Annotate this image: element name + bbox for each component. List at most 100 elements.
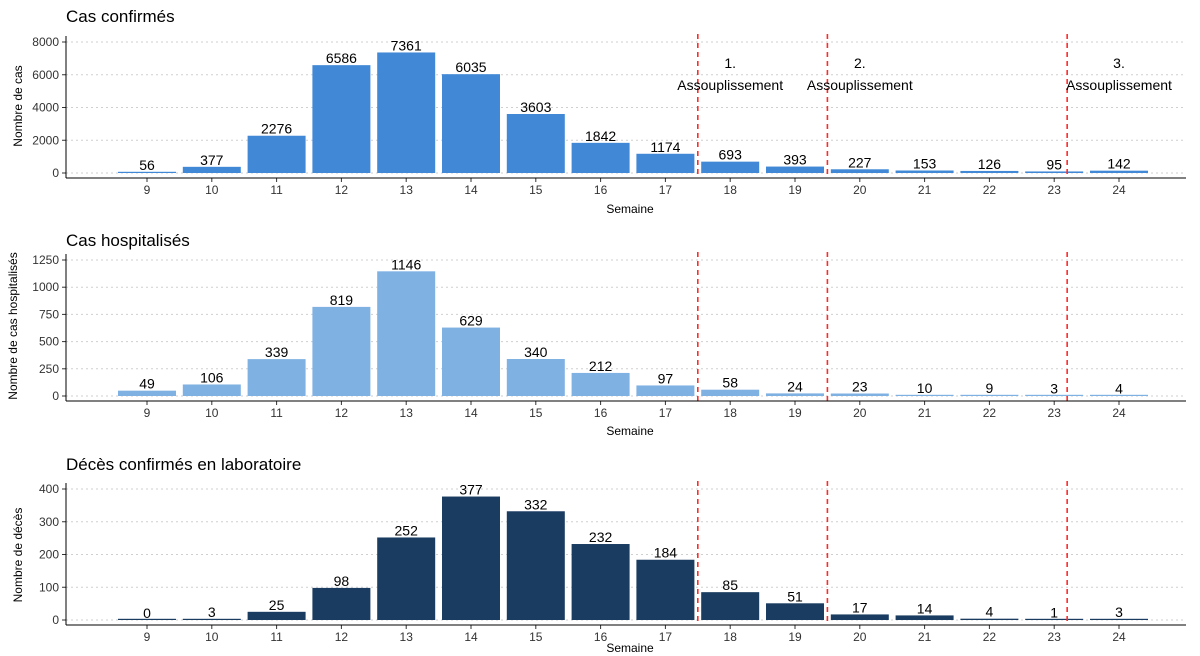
data-label: 819 bbox=[330, 292, 354, 308]
data-label: 0 bbox=[143, 605, 151, 621]
annotation-line: Assouplissement bbox=[677, 77, 783, 93]
x-tick-label: 15 bbox=[529, 630, 543, 644]
data-label: 377 bbox=[200, 152, 224, 168]
x-tick-label: 14 bbox=[464, 183, 478, 197]
data-label: 142 bbox=[1107, 156, 1131, 172]
bar bbox=[895, 394, 954, 396]
y-tick-label: 0 bbox=[52, 389, 59, 403]
x-tick-label: 22 bbox=[983, 183, 997, 197]
y-tick-label: 250 bbox=[39, 362, 59, 376]
x-tick-label: 14 bbox=[464, 406, 478, 420]
y-tick-label: 750 bbox=[39, 307, 59, 321]
annotations: 1. Assouplissement 2. Assouplissement 3. Asso… bbox=[677, 55, 1172, 93]
data-labels: 0 3 25 98 252 377 332 232 184 85 51 17 14 4 1 3 bbox=[143, 482, 1123, 621]
x-axis-title: Semaine bbox=[606, 424, 654, 438]
data-label: 58 bbox=[722, 375, 738, 391]
bar bbox=[1025, 618, 1084, 620]
annotation-line: Assouplissement bbox=[1066, 77, 1172, 93]
y-tick-label: 1000 bbox=[32, 280, 59, 294]
panel-lab-confirmed-deaths: Décès confirmés en laboratoire Nombre de… bbox=[11, 455, 1186, 655]
x-tick-label: 9 bbox=[144, 406, 151, 420]
x-tick-label: 9 bbox=[144, 183, 151, 197]
y-tick-label: 500 bbox=[39, 335, 59, 349]
panel-title: Décès confirmés en laboratoire bbox=[66, 455, 301, 474]
y-axis-title: Nombre de décès bbox=[11, 508, 25, 603]
bar bbox=[1090, 618, 1148, 620]
x-tick-label: 19 bbox=[788, 183, 802, 197]
bar bbox=[1090, 394, 1148, 396]
x-tick-label: 21 bbox=[918, 183, 932, 197]
x-tick-label: 11 bbox=[270, 406, 283, 420]
y-tick-label: 8000 bbox=[32, 35, 59, 49]
y-axis-title: Nombre de cas hospitalisés bbox=[6, 252, 20, 399]
data-label: 85 bbox=[722, 577, 738, 593]
reference-lines bbox=[696, 34, 1068, 178]
x-tick-label: 19 bbox=[788, 406, 802, 420]
annotation-line: Assouplissement bbox=[807, 77, 913, 93]
bar bbox=[960, 394, 1019, 396]
bar bbox=[312, 306, 371, 396]
x-tick-label: 24 bbox=[1112, 183, 1126, 197]
bar bbox=[766, 393, 824, 396]
data-label: 3 bbox=[1050, 381, 1058, 397]
bar bbox=[830, 614, 889, 620]
bar bbox=[506, 359, 565, 396]
bar bbox=[247, 135, 306, 173]
data-label: 24 bbox=[787, 378, 803, 394]
bar bbox=[766, 603, 824, 620]
bar bbox=[506, 114, 565, 173]
bar bbox=[830, 169, 889, 173]
annotation-line: 3. bbox=[1113, 55, 1125, 71]
bar bbox=[960, 170, 1019, 173]
x-tick-label: 10 bbox=[205, 630, 219, 644]
axes: 0 2000 4000 6000 8000 9 10 11 12 13 14 15 16 17 18 19 20… bbox=[32, 35, 1186, 197]
bar bbox=[636, 153, 695, 173]
y-tick-label: 300 bbox=[39, 515, 59, 529]
data-label: 4 bbox=[986, 604, 994, 620]
data-label: 693 bbox=[719, 147, 743, 163]
bar bbox=[895, 170, 954, 173]
data-label: 2276 bbox=[261, 121, 292, 137]
x-tick-label: 17 bbox=[659, 183, 673, 197]
bar bbox=[1025, 394, 1084, 396]
bar bbox=[766, 166, 824, 173]
bar bbox=[701, 389, 760, 396]
data-label: 10 bbox=[917, 380, 933, 396]
data-label: 7361 bbox=[391, 37, 422, 53]
bar bbox=[701, 592, 760, 620]
x-tick-label: 21 bbox=[918, 630, 932, 644]
bar bbox=[1025, 171, 1084, 173]
x-tick-label: 10 bbox=[205, 406, 219, 420]
bar bbox=[377, 537, 436, 620]
x-axis-title: Semaine bbox=[606, 202, 654, 216]
x-tick-label: 11 bbox=[270, 630, 283, 644]
bar bbox=[442, 327, 500, 396]
x-tick-label: 13 bbox=[400, 630, 414, 644]
data-label: 377 bbox=[459, 482, 483, 498]
data-labels: 56 377 2276 6586 7361 6035 3603 1842 1174 693 393 2… bbox=[139, 37, 1131, 173]
bar bbox=[182, 166, 241, 173]
data-label: 153 bbox=[913, 155, 937, 171]
data-label: 49 bbox=[139, 376, 155, 392]
data-label: 17 bbox=[852, 599, 868, 615]
x-tick-label: 18 bbox=[724, 183, 738, 197]
data-label: 252 bbox=[395, 522, 419, 538]
x-tick-label: 20 bbox=[853, 183, 867, 197]
bar bbox=[182, 384, 241, 396]
data-label: 227 bbox=[848, 154, 872, 170]
x-tick-label: 22 bbox=[983, 406, 997, 420]
x-tick-label: 20 bbox=[853, 630, 867, 644]
data-label: 9 bbox=[986, 380, 994, 396]
axes: 0 250 500 750 1000 1250 9 10 11 12 13 14 15 16 17 18 19 2… bbox=[32, 253, 1186, 420]
y-tick-label: 4000 bbox=[32, 101, 59, 115]
panel-confirmed-cases: Cas confirmés Nombre de cas Semaine 56 37… bbox=[11, 7, 1186, 216]
annotation: 3. Assouplissement bbox=[1066, 55, 1172, 93]
bar bbox=[895, 615, 954, 620]
x-tick-label: 10 bbox=[205, 183, 219, 197]
bar bbox=[118, 390, 176, 396]
bar bbox=[312, 587, 371, 620]
annotation: 2. Assouplissement bbox=[807, 55, 913, 93]
data-label: 1 bbox=[1050, 605, 1058, 621]
